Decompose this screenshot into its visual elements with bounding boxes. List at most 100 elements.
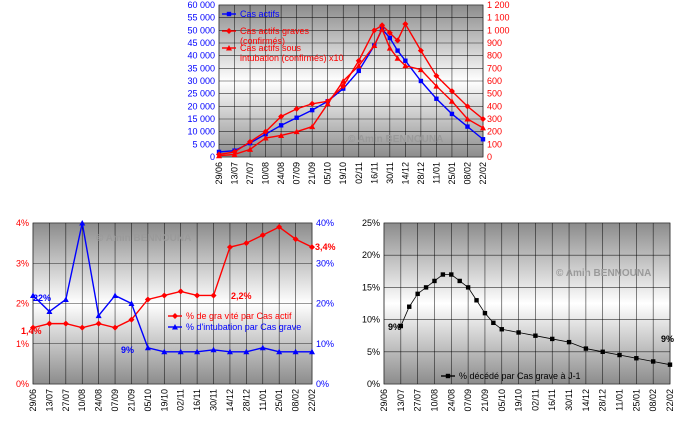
data-point bbox=[432, 278, 437, 284]
x-tick-label: 14/12 bbox=[400, 162, 410, 185]
x-tick-label: 10/08 bbox=[261, 162, 271, 185]
y-right-tick-label: 900 bbox=[487, 38, 502, 48]
legend-marker bbox=[172, 324, 178, 330]
data-point bbox=[210, 292, 217, 299]
series-line bbox=[32, 226, 313, 329]
y-left-tick-label: 20 000 bbox=[187, 101, 215, 111]
legend-label: Cas actifs sous intubation (confirmés) x1… bbox=[240, 43, 344, 63]
data-point bbox=[194, 292, 201, 299]
y-left-tick-label: 5 000 bbox=[192, 139, 215, 149]
data-point bbox=[355, 57, 362, 64]
legend-marker bbox=[445, 373, 451, 379]
data-point bbox=[402, 21, 409, 27]
data-point bbox=[309, 244, 315, 251]
data-point bbox=[550, 336, 555, 342]
x-tick-label: 21/09 bbox=[307, 162, 317, 185]
legend-label-line: (confirmés) bbox=[240, 36, 285, 46]
chart-death-rate: 0% 5% 10% 15% 20% 25% 29/06 13/07 27/07 10/08 24/0… bbox=[362, 218, 675, 412]
x-tick-label: 28/12 bbox=[598, 389, 608, 412]
data-point bbox=[177, 348, 184, 355]
legend-marker bbox=[226, 11, 232, 17]
x-tick-label: 08/02 bbox=[462, 162, 472, 185]
annotation: 9% bbox=[121, 345, 134, 355]
y-left-tick-label: 0% bbox=[16, 379, 29, 389]
y-right-tick-label: 40% bbox=[316, 218, 334, 228]
data-point bbox=[516, 330, 521, 335]
data-point bbox=[386, 45, 393, 51]
data-point bbox=[474, 298, 479, 303]
data-point bbox=[433, 83, 440, 89]
x-tick-label: 27/07 bbox=[61, 389, 71, 412]
data-point bbox=[403, 58, 408, 63]
y-right-tick-label: 400 bbox=[487, 101, 502, 111]
data-point bbox=[309, 107, 315, 113]
y-left-tick-label: 3% bbox=[16, 258, 29, 268]
legend-label-line: intubation (confirmés) x10 bbox=[240, 53, 344, 63]
data-point bbox=[112, 324, 119, 331]
watermark: © Amin BENNOUNA bbox=[556, 268, 651, 279]
x-tick-label: 07/09 bbox=[110, 389, 120, 412]
watermark: © Amin BENNOUNA bbox=[96, 233, 191, 244]
y-left-tick-label: 50 000 bbox=[187, 25, 215, 35]
data-point bbox=[583, 346, 589, 351]
annotation: 2,2% bbox=[231, 291, 252, 301]
data-point bbox=[309, 348, 315, 355]
y-right-tick-label: 1 200 bbox=[487, 0, 510, 10]
x-tick-label: 19/10 bbox=[159, 389, 169, 412]
data-point bbox=[465, 285, 471, 290]
data-point bbox=[418, 78, 424, 84]
x-tick-label: 13/07 bbox=[396, 389, 406, 412]
legend-label-line: Cas actifs graves bbox=[240, 26, 310, 36]
legend-label: % décédé par Cas grave à J-1 bbox=[459, 371, 581, 381]
x-tick-label: 08/02 bbox=[291, 389, 301, 412]
data-point bbox=[433, 72, 440, 79]
annotation: 9% bbox=[388, 322, 401, 332]
y-right-tick-label: 10% bbox=[316, 339, 334, 349]
y-left-tick-label: 25 000 bbox=[187, 89, 215, 99]
y-left-tick-label: 0 bbox=[210, 152, 215, 162]
data-point bbox=[216, 152, 222, 159]
legend-marker bbox=[226, 28, 232, 34]
x-tick-label: 19/10 bbox=[514, 389, 524, 412]
data-point bbox=[161, 292, 168, 299]
legend-marker bbox=[226, 45, 232, 51]
data-point bbox=[293, 105, 300, 112]
data-point bbox=[394, 37, 401, 44]
data-point bbox=[340, 83, 347, 90]
data-point bbox=[324, 100, 331, 107]
y-left-tick-label: 0% bbox=[367, 379, 380, 389]
annotation: 22% bbox=[33, 293, 51, 303]
y-right-tick-label: 300 bbox=[487, 114, 502, 124]
data-point bbox=[448, 88, 455, 95]
data-point bbox=[262, 135, 269, 141]
data-point bbox=[62, 320, 69, 327]
data-point bbox=[371, 42, 378, 49]
y-right-tick-label: 200 bbox=[487, 127, 502, 137]
x-tick-label: 05/10 bbox=[323, 162, 333, 185]
y-right-tick-label: 30% bbox=[316, 258, 334, 268]
y-right-tick-label: 1 000 bbox=[487, 25, 510, 35]
x-tick-label: 02/11 bbox=[530, 389, 540, 411]
data-point bbox=[440, 272, 446, 277]
data-point bbox=[394, 55, 401, 61]
x-tick-label: 28/12 bbox=[416, 162, 426, 185]
data-point bbox=[231, 151, 238, 157]
data-point bbox=[161, 348, 168, 355]
y-right-tick-label: 0% bbox=[316, 379, 329, 389]
x-tick-label: 22/02 bbox=[665, 389, 675, 412]
data-point bbox=[415, 291, 420, 297]
data-point bbox=[177, 288, 184, 295]
data-point bbox=[464, 103, 471, 110]
data-point bbox=[243, 240, 250, 247]
y-right-tick-label: 20% bbox=[316, 299, 334, 309]
data-point bbox=[480, 124, 486, 131]
x-tick-label: 02/11 bbox=[176, 389, 186, 411]
data-point bbox=[46, 320, 53, 327]
annotation: 9% bbox=[661, 334, 674, 344]
y-left-tick-label: 60 000 bbox=[187, 0, 215, 10]
x-tick-label: 02/11 bbox=[354, 162, 364, 184]
data-point bbox=[423, 285, 429, 290]
data-point bbox=[355, 62, 362, 69]
legend-label: % de gra vité par Cas actif bbox=[186, 311, 292, 321]
y-left-tick-label: 10 000 bbox=[187, 127, 215, 137]
